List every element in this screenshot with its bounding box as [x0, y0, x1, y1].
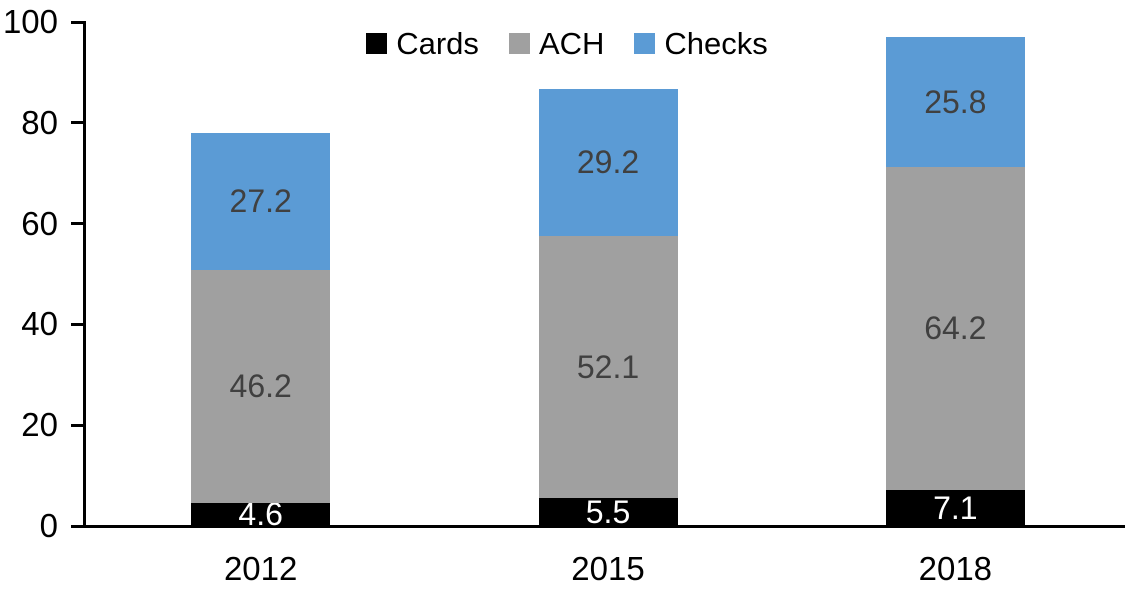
- data-label: 25.8: [924, 83, 987, 120]
- bar-2015-segment-checks: 29.2: [538, 88, 678, 236]
- bar-2015-segment-cards: 5.5: [538, 494, 678, 531]
- chart-legend: Cards ACH Checks: [0, 28, 1134, 59]
- legend-label: Cards: [396, 26, 479, 61]
- y-axis-tick-label: 0: [39, 507, 58, 544]
- bar-2012-segment-ach: 46.2: [191, 269, 331, 503]
- data-label: 4.6: [238, 496, 283, 533]
- legend-label: Checks: [664, 26, 768, 61]
- x-axis-label-2012: 2012: [223, 550, 298, 587]
- data-label: 29.2: [576, 144, 640, 181]
- y-tick: [71, 423, 84, 427]
- legend-swatch-checks-icon: [634, 33, 656, 54]
- y-tick: [71, 222, 84, 226]
- bar-2018-segment-checks: 25.8: [885, 36, 1025, 167]
- y-axis-tick-label: 80: [21, 103, 58, 141]
- bar-2012-segment-cards: 4.6: [191, 498, 331, 530]
- x-axis-line: [83, 525, 1125, 528]
- y-tick: [71, 322, 84, 326]
- y-axis-line: [83, 21, 86, 528]
- y-tick: [71, 524, 84, 528]
- legend-item-checks: Checks: [634, 26, 768, 61]
- y-tick: [71, 121, 84, 125]
- x-axis-label-2015: 2015: [571, 550, 645, 587]
- bar-2018-segment-ach: 64.2: [885, 166, 1025, 491]
- legend-swatch-cards-icon: [366, 33, 388, 54]
- data-label: 27.2: [229, 183, 292, 220]
- data-label: 64.2: [924, 310, 987, 347]
- legend-label: ACH: [538, 26, 605, 61]
- legend-swatch-ach-icon: [508, 33, 530, 54]
- y-axis-tick-label: 20: [21, 406, 58, 444]
- y-axis-tick-label: 60: [21, 204, 58, 242]
- legend-item-cards: Cards: [366, 28, 479, 59]
- x-axis-label-2018: 2018: [918, 550, 993, 587]
- y-axis-tick-label: 100: [2, 3, 58, 40]
- data-label: 52.1: [576, 348, 640, 385]
- legend-item-ach: ACH: [508, 26, 605, 61]
- bar-2015-segment-ach: 52.1: [538, 235, 678, 499]
- data-label: 46.2: [229, 368, 292, 405]
- data-label: 5.5: [585, 494, 631, 531]
- bar-2012-segment-checks: 27.2: [191, 132, 331, 270]
- y-axis-tick-label: 40: [21, 305, 58, 343]
- bar-2018-segment-cards: 7.1: [885, 490, 1025, 527]
- y-tick: [71, 20, 84, 24]
- data-label: 7.1: [933, 490, 978, 527]
